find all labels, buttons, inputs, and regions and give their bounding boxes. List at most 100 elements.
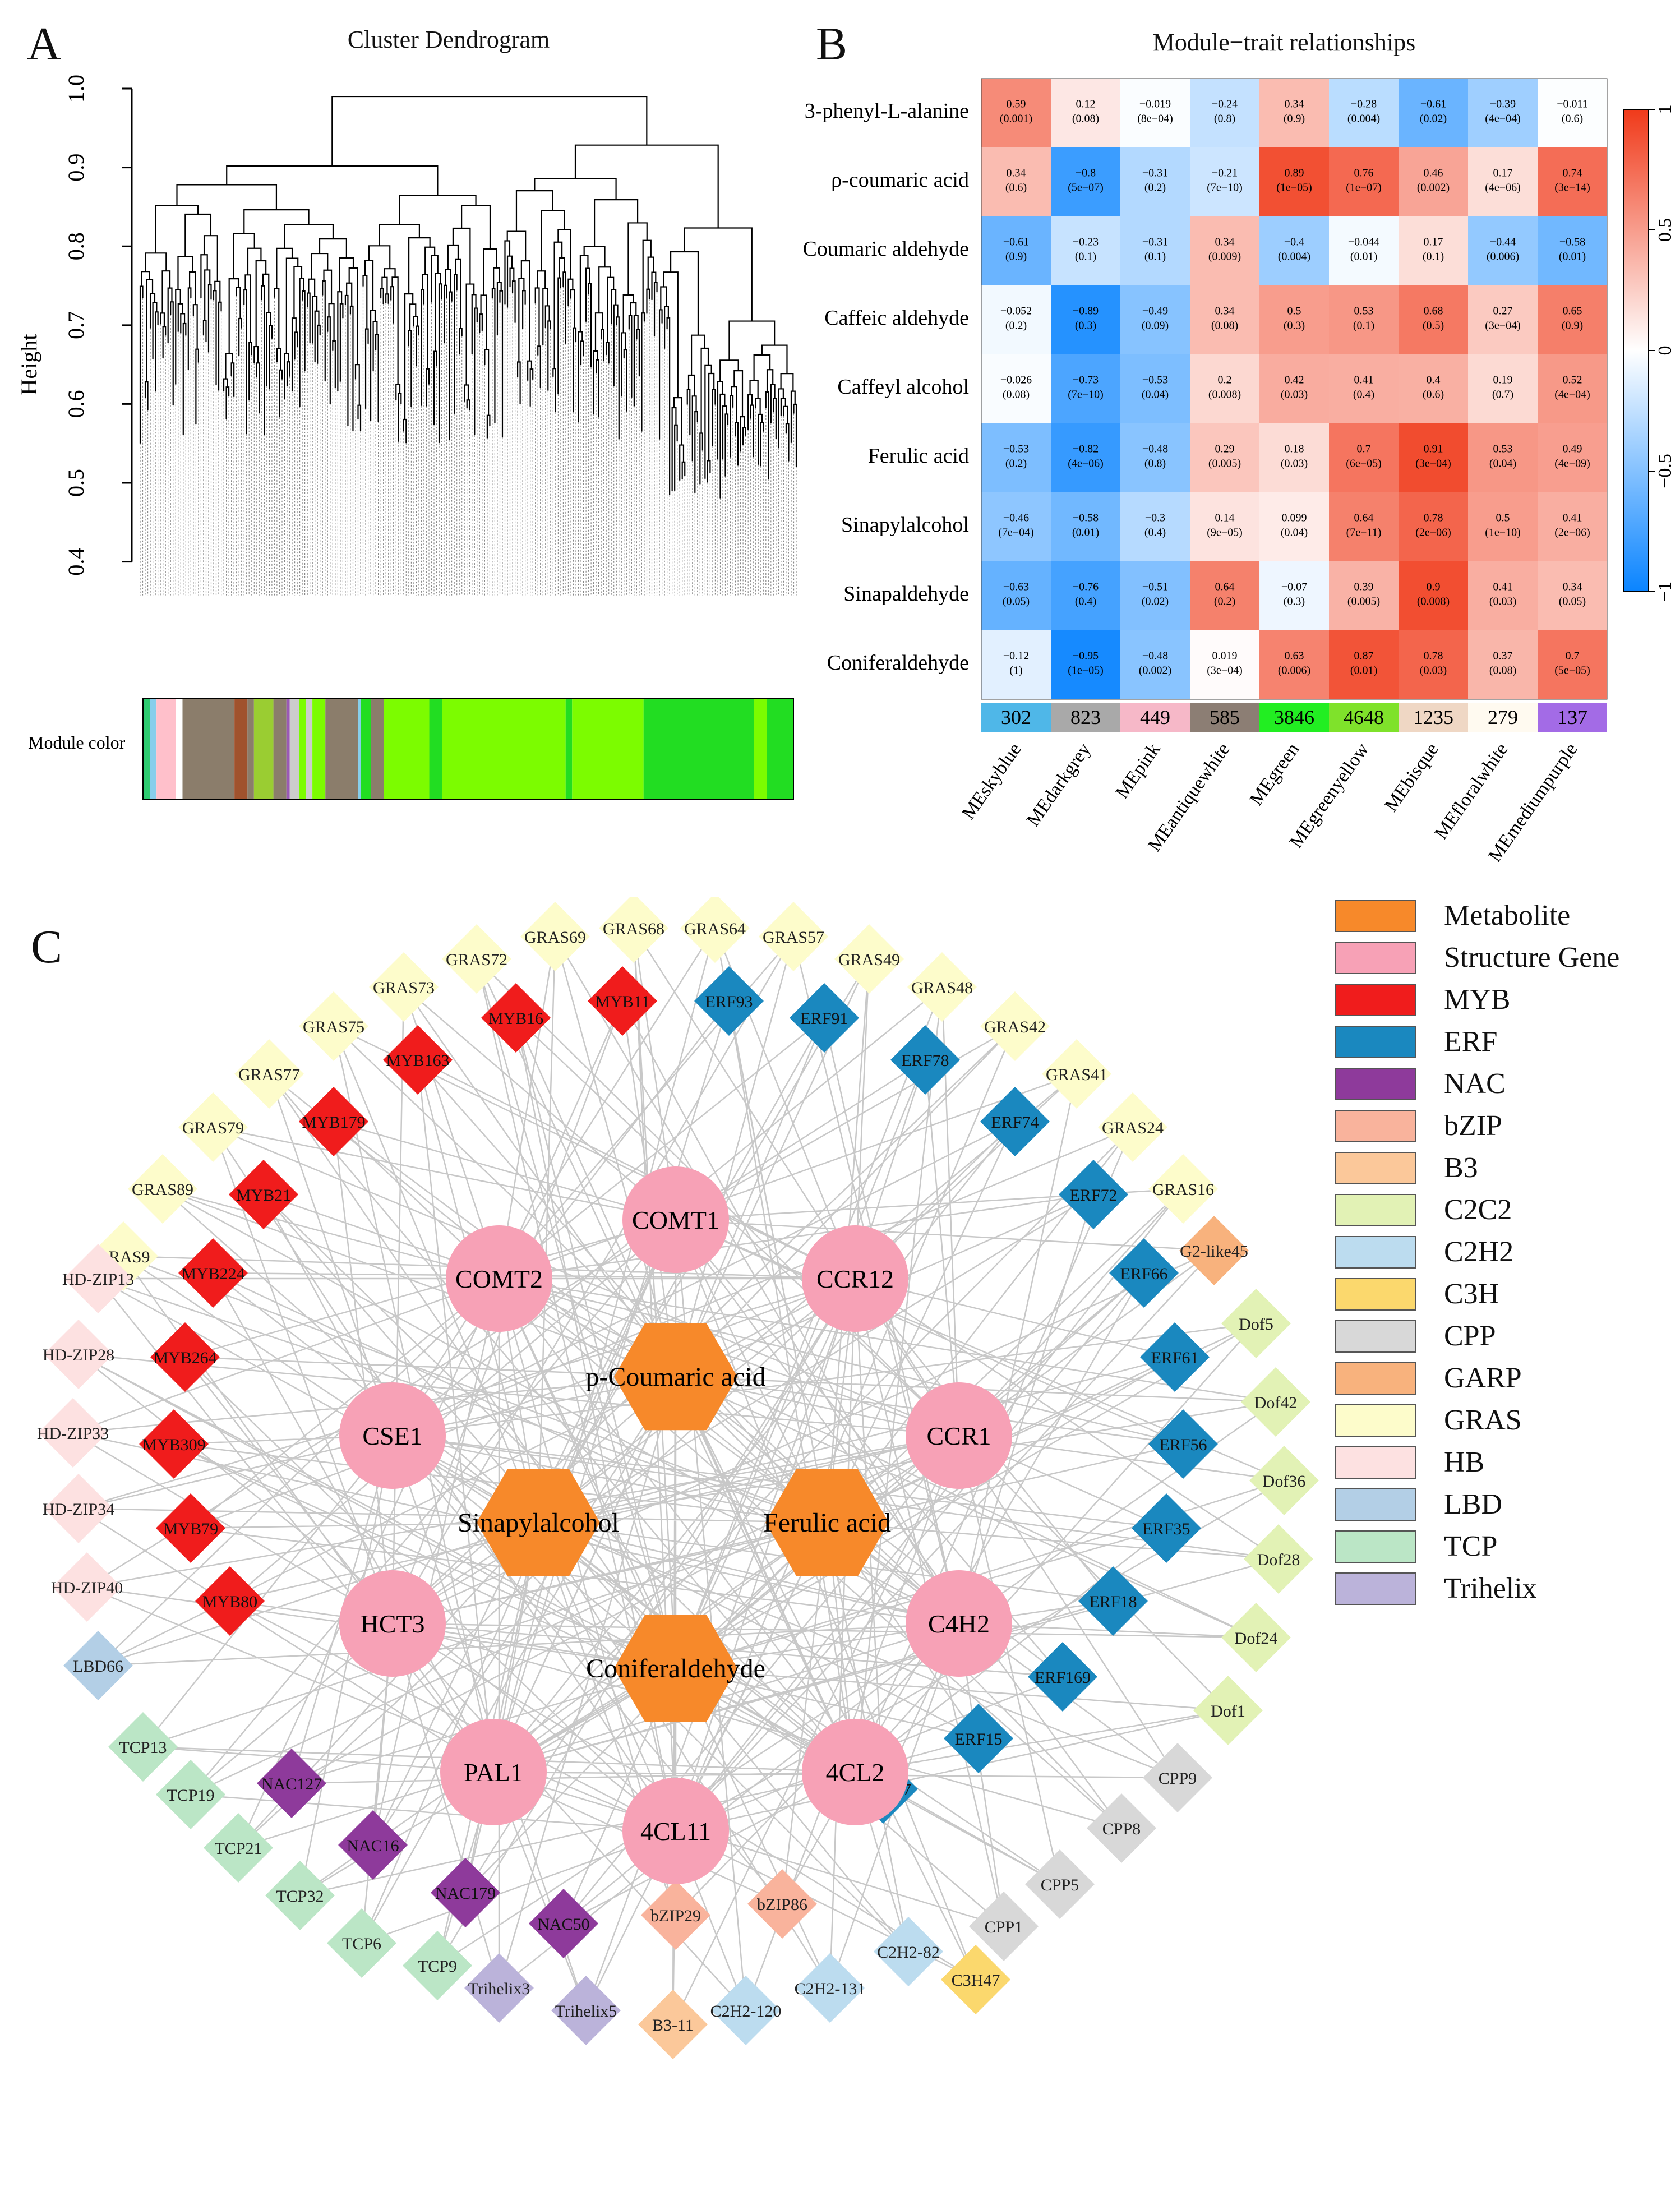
heatmap-cell-value: −0.39 [1490, 98, 1516, 110]
legend-item: C3H [1335, 1273, 1671, 1315]
dendrogram-branch [180, 313, 186, 334]
heatmap-cell-value: 0.27 [1493, 305, 1513, 317]
tf-node-label: ERF78 [901, 1051, 949, 1070]
heatmap-cell-pvalue: (0.03) [1281, 389, 1308, 401]
dendrogram-branch [724, 413, 729, 477]
heatmap-cell-pvalue: (0.2) [1005, 458, 1027, 470]
dendrogram-branch [518, 278, 525, 362]
heatmap-cell-value: −0.58 [1559, 236, 1585, 248]
heatmap-cell [981, 492, 1051, 561]
dendrogram-branch [646, 288, 650, 314]
legend-label: ERF [1444, 1026, 1498, 1058]
dendrogram-branch [160, 312, 165, 327]
heatmap-cell-pvalue: (0.5) [1423, 320, 1444, 332]
heatmap-cell-value: 0.89 [1285, 167, 1304, 179]
tf-node-label: NAC127 [261, 1775, 322, 1793]
dendrogram-y-tick-label: 0.7 [63, 311, 89, 339]
tf-node-diamond [1078, 1566, 1148, 1636]
tf-node-diamond [369, 952, 439, 1022]
dendrogram-branch [780, 372, 794, 391]
tf-node-diamond [52, 1552, 122, 1622]
tf-node-diamond [1148, 1409, 1218, 1479]
heatmap-cell [1120, 561, 1190, 630]
colorbar-tick-label: 1 [1655, 105, 1671, 114]
dendrogram-branch [311, 252, 329, 279]
legend-item: LBD [1335, 1483, 1671, 1525]
dendrogram-branch [364, 260, 374, 311]
heatmap-cell-value: −0.21 [1212, 167, 1238, 179]
tf-node-label: GRAS68 [603, 920, 664, 938]
heatmap-cell-value: 0.34 [1563, 581, 1582, 593]
dendrogram-branch [559, 257, 565, 278]
heatmap-cell [1468, 216, 1538, 285]
tf-node-label: C2H2-82 [877, 1943, 940, 1962]
legend-label: LBD [1444, 1488, 1502, 1520]
heatmap-title: Module−trait relationships [1152, 29, 1416, 56]
dendrogram-branch [408, 237, 431, 294]
legend-label: Trihelix [1444, 1572, 1537, 1604]
tf-node-label: MYB264 [153, 1349, 216, 1367]
heatmap-cell-pvalue: (0.09) [1142, 320, 1169, 332]
heatmap-cell [1399, 285, 1468, 354]
dendrogram-branch [276, 247, 293, 289]
tf-node-label: ERF91 [800, 1009, 848, 1028]
heatmap-cell-value: −0.48 [1142, 650, 1168, 662]
tf-node-label: HD-ZIP33 [37, 1424, 109, 1443]
dendrogram-branch [276, 348, 281, 370]
module-color-stripe [643, 699, 754, 799]
heatmap-cell-value: 0.34 [1215, 305, 1235, 317]
tf-node-diamond [834, 924, 904, 994]
heatmap-cell [1120, 285, 1190, 354]
dendrogram-branch [574, 144, 719, 228]
heatmap-cell [1329, 285, 1399, 354]
heatmap-cell-pvalue: (1e−07) [1346, 182, 1381, 194]
dendrogram-branch [479, 313, 483, 333]
heatmap-cell-pvalue: (0.03) [1281, 458, 1308, 470]
module-color-stripe [182, 699, 235, 799]
legend-label: HB [1444, 1446, 1485, 1478]
heatmap-row-label: Sinapylalcohol [841, 513, 969, 537]
tf-node-label: MYB79 [163, 1520, 218, 1538]
tf-node-label: MYB309 [142, 1436, 205, 1454]
dendrogram-branch [583, 246, 606, 267]
dendrogram-branch [573, 327, 577, 412]
dendrogram-branch [742, 427, 746, 445]
dendrogram-branch [636, 329, 640, 376]
dendrogram-branch [765, 391, 769, 479]
heatmap-cell [1538, 423, 1607, 492]
tf-node-label: ERF56 [1159, 1436, 1207, 1454]
heatmap-cell-value: 0.2 [1218, 374, 1232, 386]
heatmap-cell [1051, 354, 1120, 423]
heatmap-cell-value: 0.59 [1007, 98, 1026, 110]
dendrogram-branch [141, 271, 150, 287]
heatmap-row-label: ρ-coumaric acid [831, 168, 969, 192]
tf-node-diamond [790, 983, 859, 1053]
dendrogram-branch [496, 282, 502, 335]
legend-swatch [1335, 941, 1416, 974]
heatmap-cell-pvalue: (0.7) [1492, 389, 1513, 401]
heatmap-cell-pvalue: (0.01) [1350, 251, 1377, 263]
heatmap-cell-pvalue: (7e−11) [1346, 527, 1382, 539]
tf-node-label: ERF15 [954, 1730, 1002, 1749]
legend-swatch [1335, 1025, 1416, 1058]
dendrogram-branch [408, 330, 412, 407]
dendrogram-branch [398, 393, 402, 442]
heatmap-cell [1329, 147, 1399, 216]
heatmap-cell-value: 0.87 [1354, 650, 1374, 662]
legend-swatch [1335, 1404, 1416, 1437]
structure-gene-label: HCT3 [361, 1609, 425, 1638]
dendrogram-branch [509, 267, 515, 287]
dendrogram-y-label: Height [16, 334, 41, 395]
legend-swatch [1335, 1235, 1416, 1269]
tf-node-label: NAC179 [435, 1884, 496, 1903]
structure-gene-label: 4CL11 [640, 1817, 711, 1846]
tf-node-label: MYB224 [181, 1265, 244, 1283]
dendrogram-branch [690, 334, 705, 375]
dendrogram-branch [218, 301, 222, 391]
dendrogram-branch [760, 421, 764, 467]
heatmap-cell [1329, 561, 1399, 630]
dendrogram-branch [766, 369, 774, 393]
heatmap-cell-value: 0.42 [1285, 374, 1304, 386]
dendrogram-branch [671, 407, 677, 491]
dendrogram-branch [722, 405, 727, 460]
